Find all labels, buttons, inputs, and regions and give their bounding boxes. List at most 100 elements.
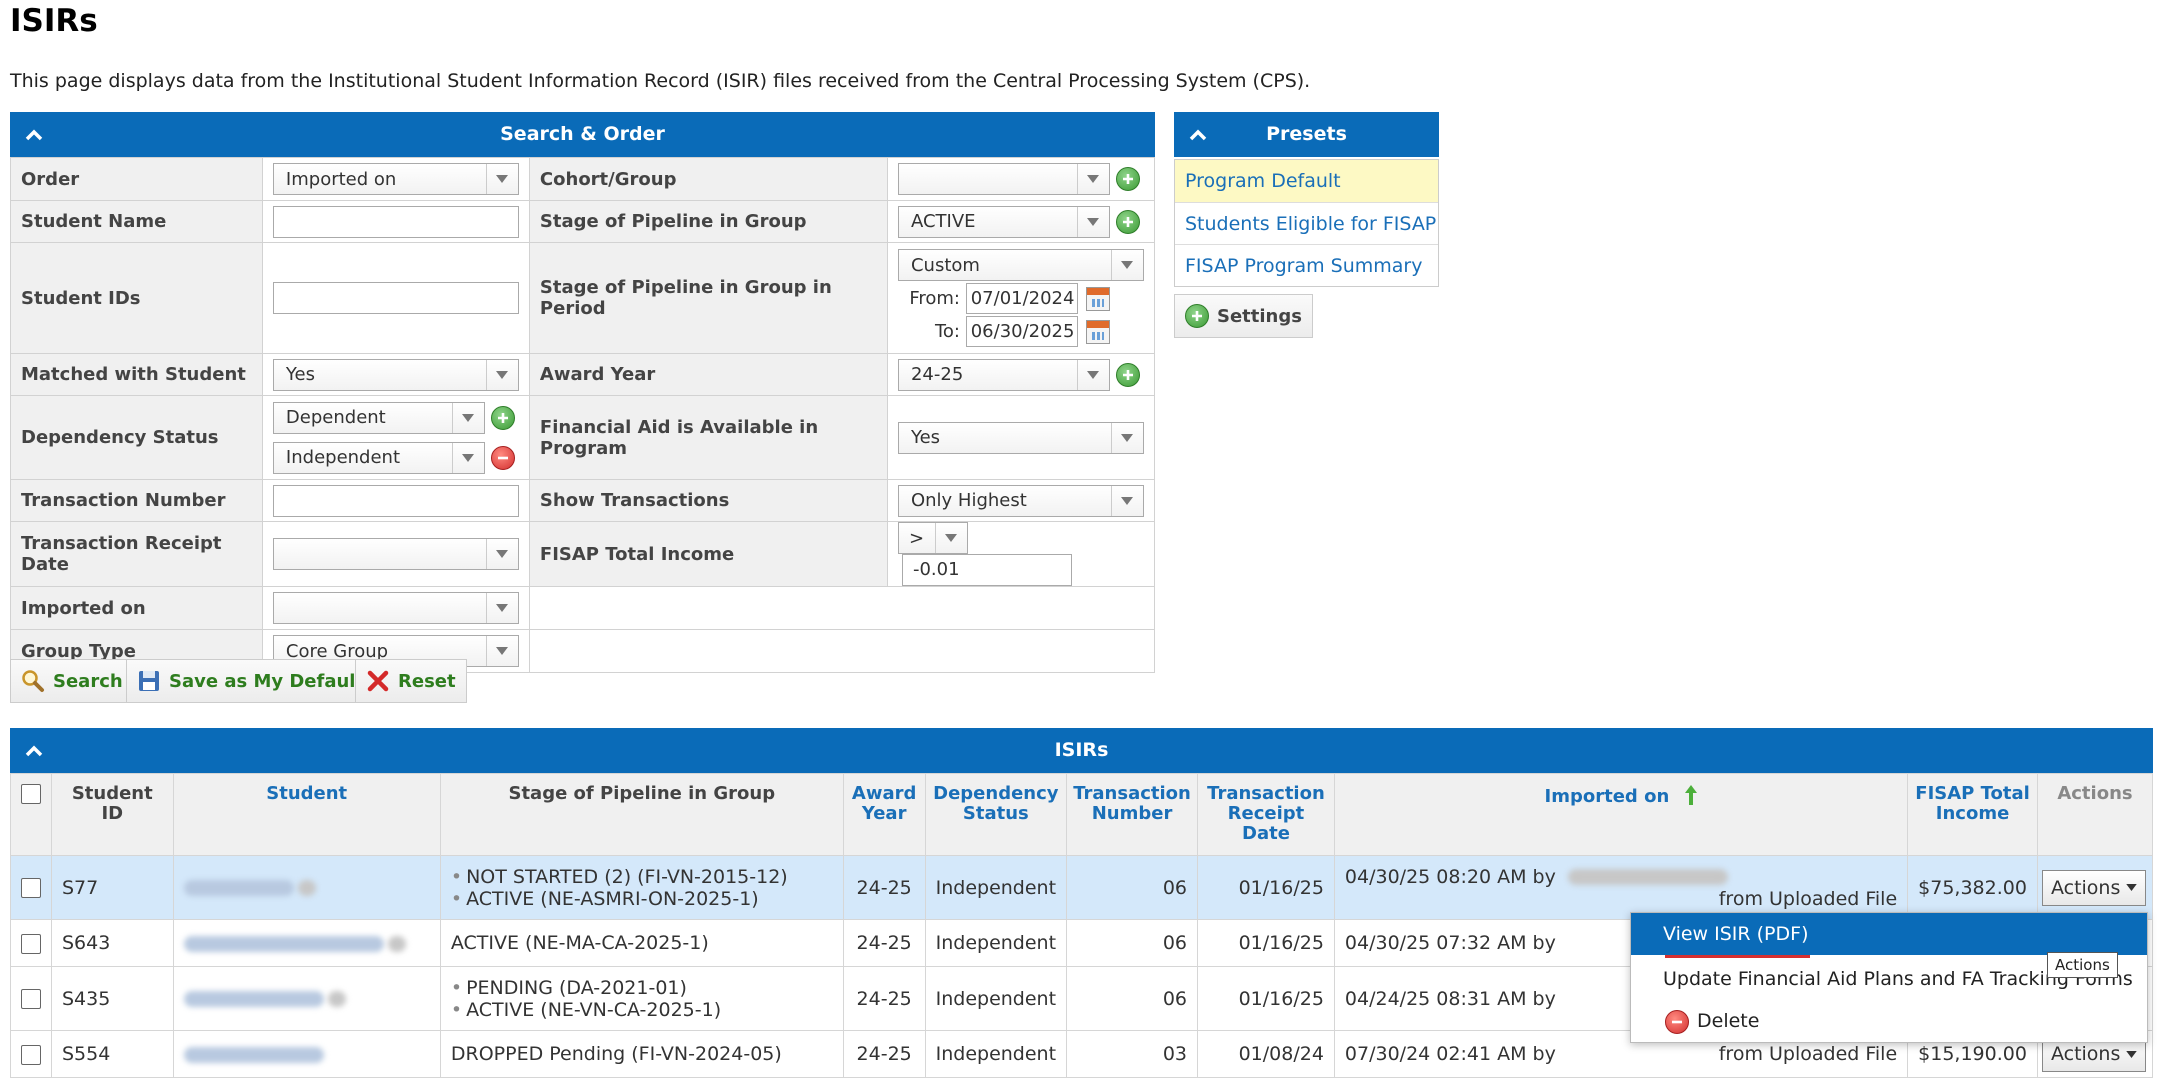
collapse-caret-icon[interactable] (1186, 112, 1210, 157)
stage-period-select[interactable]: Custom (897, 249, 1144, 281)
transaction-number-label: Transaction Number (10, 479, 263, 522)
student-ids-input[interactable] (272, 282, 519, 314)
presets-header[interactable]: Presets (1174, 112, 1439, 157)
matched-select[interactable]: Yes (272, 358, 519, 391)
menu-item-delete-label: Delete (1697, 1010, 1760, 1032)
row-checkbox[interactable] (21, 989, 41, 1009)
row-checkbox[interactable] (21, 1044, 41, 1065)
redacted-name[interactable] (183, 880, 294, 896)
save-default-button[interactable]: Save as My Default (126, 659, 376, 703)
from-date-input[interactable]: 07/01/2024 (965, 283, 1078, 314)
order-value: Imported on (285, 168, 397, 190)
award-year-select[interactable]: 24-25 (897, 358, 1110, 391)
show-transactions-select[interactable]: Only Highest (897, 484, 1144, 517)
transaction-number-input[interactable] (272, 484, 519, 517)
stage-select[interactable]: ACTIVE (897, 205, 1110, 238)
col-student-id[interactable]: Student ID (51, 773, 174, 856)
dependency-value-2: Independent (285, 447, 401, 468)
select-all-checkbox[interactable] (21, 784, 41, 804)
redacted-name[interactable] (183, 1046, 324, 1063)
preset-item[interactable]: FISAP Program Summary (1175, 244, 1438, 286)
menu-item-update-fa-plans[interactable]: Update Financial Aid Plans and FA Tracki… (1663, 968, 2133, 990)
remove-dependency-icon[interactable] (490, 445, 515, 470)
award-year-cell: 24-25 (842, 1030, 926, 1078)
reset-label: Reset (398, 670, 456, 692)
student-id-cell: S554 (51, 1030, 174, 1078)
student-name-cell[interactable] (172, 966, 441, 1031)
order-select[interactable]: Imported on (272, 163, 519, 195)
stage-value: ACTIVE (910, 211, 976, 232)
save-disk-icon (139, 671, 159, 691)
import-source: from Uploaded File (1718, 1043, 1898, 1065)
award-year-label: Award Year (528, 353, 888, 396)
bullet-icon: • (450, 887, 463, 910)
add-award-year-icon[interactable] (1115, 362, 1140, 387)
col-fisap-income[interactable]: FISAP Total Income (1907, 773, 2038, 856)
redacted-name[interactable] (183, 991, 324, 1007)
receipt-date-cell: 01/08/24 (1197, 1030, 1335, 1078)
cohort-select[interactable] (897, 163, 1110, 195)
col-receipt-date[interactable]: Transaction Receipt Date (1197, 773, 1335, 856)
bullet-icon: • (450, 865, 463, 888)
chevron-down-icon (1076, 164, 1109, 194)
col-imported-on[interactable]: Imported on (1333, 773, 1909, 856)
dependency-value-1: Dependent (285, 407, 386, 428)
dependency-select-1[interactable]: Dependent (272, 401, 485, 434)
presets-list: Program Default Students Eligible for FI… (1174, 159, 1439, 287)
imported-on-text: 04/30/25 07:32 AM by (1344, 932, 1556, 954)
search-button-label: Search (53, 670, 123, 692)
transaction-receipt-date-select[interactable] (272, 538, 519, 570)
search-button[interactable]: Search (10, 659, 134, 703)
student-name-cell[interactable] (172, 1030, 441, 1078)
dependency-select-2[interactable]: Independent (272, 441, 485, 474)
actions-label: Actions (2050, 1043, 2121, 1065)
fa-available-label: Financial Aid is Available in Program (528, 395, 888, 480)
settings-label: Settings (1217, 305, 1302, 327)
chevron-down-icon (485, 164, 518, 194)
preset-item[interactable]: Program Default (1175, 160, 1438, 202)
transaction-number-cell: 03 (1066, 1030, 1199, 1078)
row-checkbox[interactable] (21, 933, 41, 954)
settings-button[interactable]: Settings (1174, 294, 1313, 338)
stage-entry: ACTIVE (NE-ASMRI-ON-2025-1) (466, 887, 759, 910)
chevron-down-icon (1110, 485, 1143, 516)
col-actions: Actions (2036, 773, 2154, 856)
stage-period-value: Custom (910, 254, 980, 276)
col-imported-on-label: Imported on (1544, 786, 1670, 807)
col-transaction-number[interactable]: Transaction Number (1066, 773, 1199, 856)
fa-available-select[interactable]: Yes (897, 421, 1144, 454)
student-name-cell[interactable] (172, 855, 441, 920)
cohort-label: Cohort/Group (528, 157, 888, 201)
select-all-cell[interactable] (10, 773, 52, 856)
student-name-input[interactable] (272, 205, 519, 238)
collapse-caret-icon[interactable] (22, 728, 46, 773)
row-checkbox[interactable] (21, 878, 41, 898)
calendar-icon[interactable] (1085, 286, 1110, 311)
col-dependency[interactable]: Dependency Status (924, 773, 1068, 856)
actions-dropdown-button[interactable]: Actions (2041, 869, 2147, 906)
col-award-year[interactable]: Award Year (842, 773, 926, 856)
fisap-operator-select[interactable]: > (897, 522, 968, 554)
page-title: ISIRs (10, 3, 98, 39)
search-icon (22, 670, 44, 692)
fisap-income-input[interactable]: -0.01 (901, 554, 1072, 586)
student-name-cell[interactable] (172, 919, 441, 967)
isirs-grid-header[interactable]: ISIRs (10, 728, 2153, 773)
menu-item-view-isir[interactable]: View ISIR (PDF) (1631, 913, 2147, 955)
preset-item[interactable]: Students Eligible for FISAP (1175, 202, 1438, 244)
to-date-input[interactable]: 06/30/2025 (965, 316, 1078, 347)
table-row[interactable]: S77 • NOT STARTED (2) (FI-VN-2015-12) • AC… (10, 855, 2154, 920)
add-cohort-icon[interactable] (1115, 167, 1140, 191)
show-transactions-value: Only Highest (910, 490, 1027, 511)
col-stage[interactable]: Stage of Pipeline in Group (439, 773, 844, 856)
add-dependency-icon[interactable] (490, 405, 515, 430)
reset-button[interactable]: Reset (355, 659, 467, 703)
collapse-caret-icon[interactable] (22, 112, 46, 157)
add-stage-icon[interactable] (1115, 209, 1140, 234)
col-student[interactable]: Student (172, 773, 441, 856)
redacted-name[interactable] (183, 935, 384, 952)
search-panel-header[interactable]: Search & Order (10, 112, 1155, 157)
imported-on-select[interactable] (272, 592, 519, 624)
calendar-icon[interactable] (1085, 319, 1110, 344)
menu-item-delete[interactable]: Delete (1631, 1000, 2147, 1042)
